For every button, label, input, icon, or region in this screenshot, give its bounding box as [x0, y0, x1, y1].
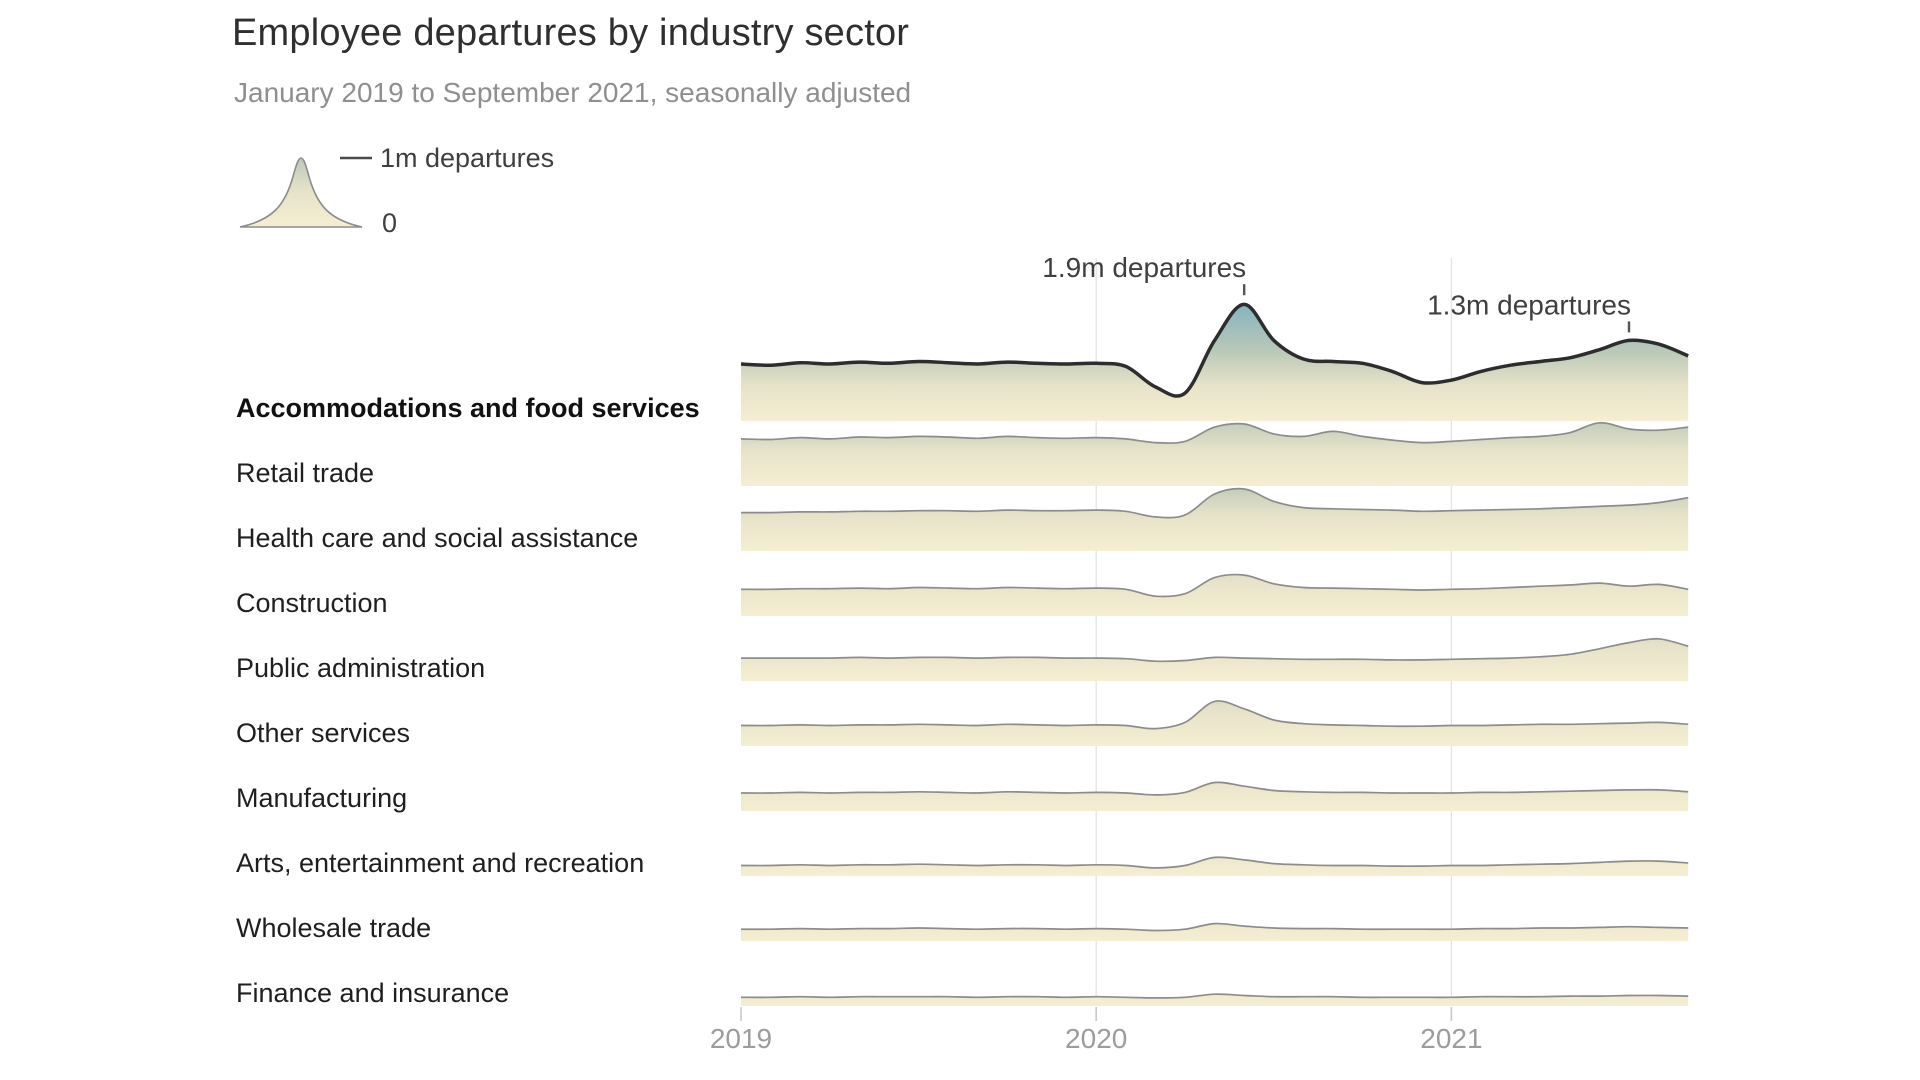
page-subtitle: January 2019 to September 2021, seasonal…	[234, 77, 912, 108]
ridge-fill-9	[741, 923, 1689, 941]
row-label-3: Health care and social assistance	[236, 523, 639, 553]
page-title: Employee departures by industry sector	[232, 12, 910, 54]
ridge-fill-2	[741, 422, 1689, 486]
ridge-line-4	[740, 573, 1689, 598]
legend-max-label: 1m departures	[380, 143, 555, 173]
axis-label-2021: 2021	[1420, 1023, 1482, 1054]
ridge-line-7	[740, 781, 1689, 796]
axis-label-2019: 2019	[710, 1023, 772, 1054]
row-label-1: Accommodations and food services	[236, 393, 700, 423]
ridge-line-6	[740, 700, 1689, 730]
ridge-fill-7	[741, 782, 1689, 811]
axis-label-2020: 2020	[1065, 1023, 1127, 1054]
ridge-fill-1	[741, 304, 1689, 421]
ridge-line-10	[740, 993, 1689, 999]
ridge-fill-3	[741, 488, 1689, 551]
ridge-fill-10	[741, 994, 1689, 1006]
ridge-line-3	[740, 487, 1689, 519]
annotation-label-2: 1.3m departures	[1427, 289, 1631, 320]
ridge-fill-4	[741, 574, 1689, 616]
annotation-label-1: 1.9m departures	[1042, 252, 1246, 283]
ridge-fill-6	[741, 700, 1689, 746]
ridge-fill-5	[741, 638, 1689, 681]
ridge-line-2	[740, 421, 1689, 444]
ridge-line-9	[740, 922, 1689, 932]
legend-mountain-icon	[239, 157, 363, 228]
ridge-fill-8	[741, 857, 1689, 876]
row-label-4: Construction	[236, 588, 388, 618]
row-label-2: Retail trade	[236, 458, 375, 488]
ridge-line-1	[740, 302, 1689, 398]
row-label-8: Arts, entertainment and recreation	[236, 848, 645, 878]
row-label-7: Manufacturing	[236, 783, 408, 813]
legend-zero-label: 0	[382, 208, 398, 238]
row-label-5: Public administration	[236, 653, 486, 683]
row-label-6: Other services	[236, 718, 411, 748]
ridge-line-5	[741, 637, 1689, 663]
ridge-line-8	[740, 856, 1689, 869]
row-label-9: Wholesale trade	[236, 913, 432, 943]
row-label-10: Finance and insurance	[236, 978, 510, 1008]
